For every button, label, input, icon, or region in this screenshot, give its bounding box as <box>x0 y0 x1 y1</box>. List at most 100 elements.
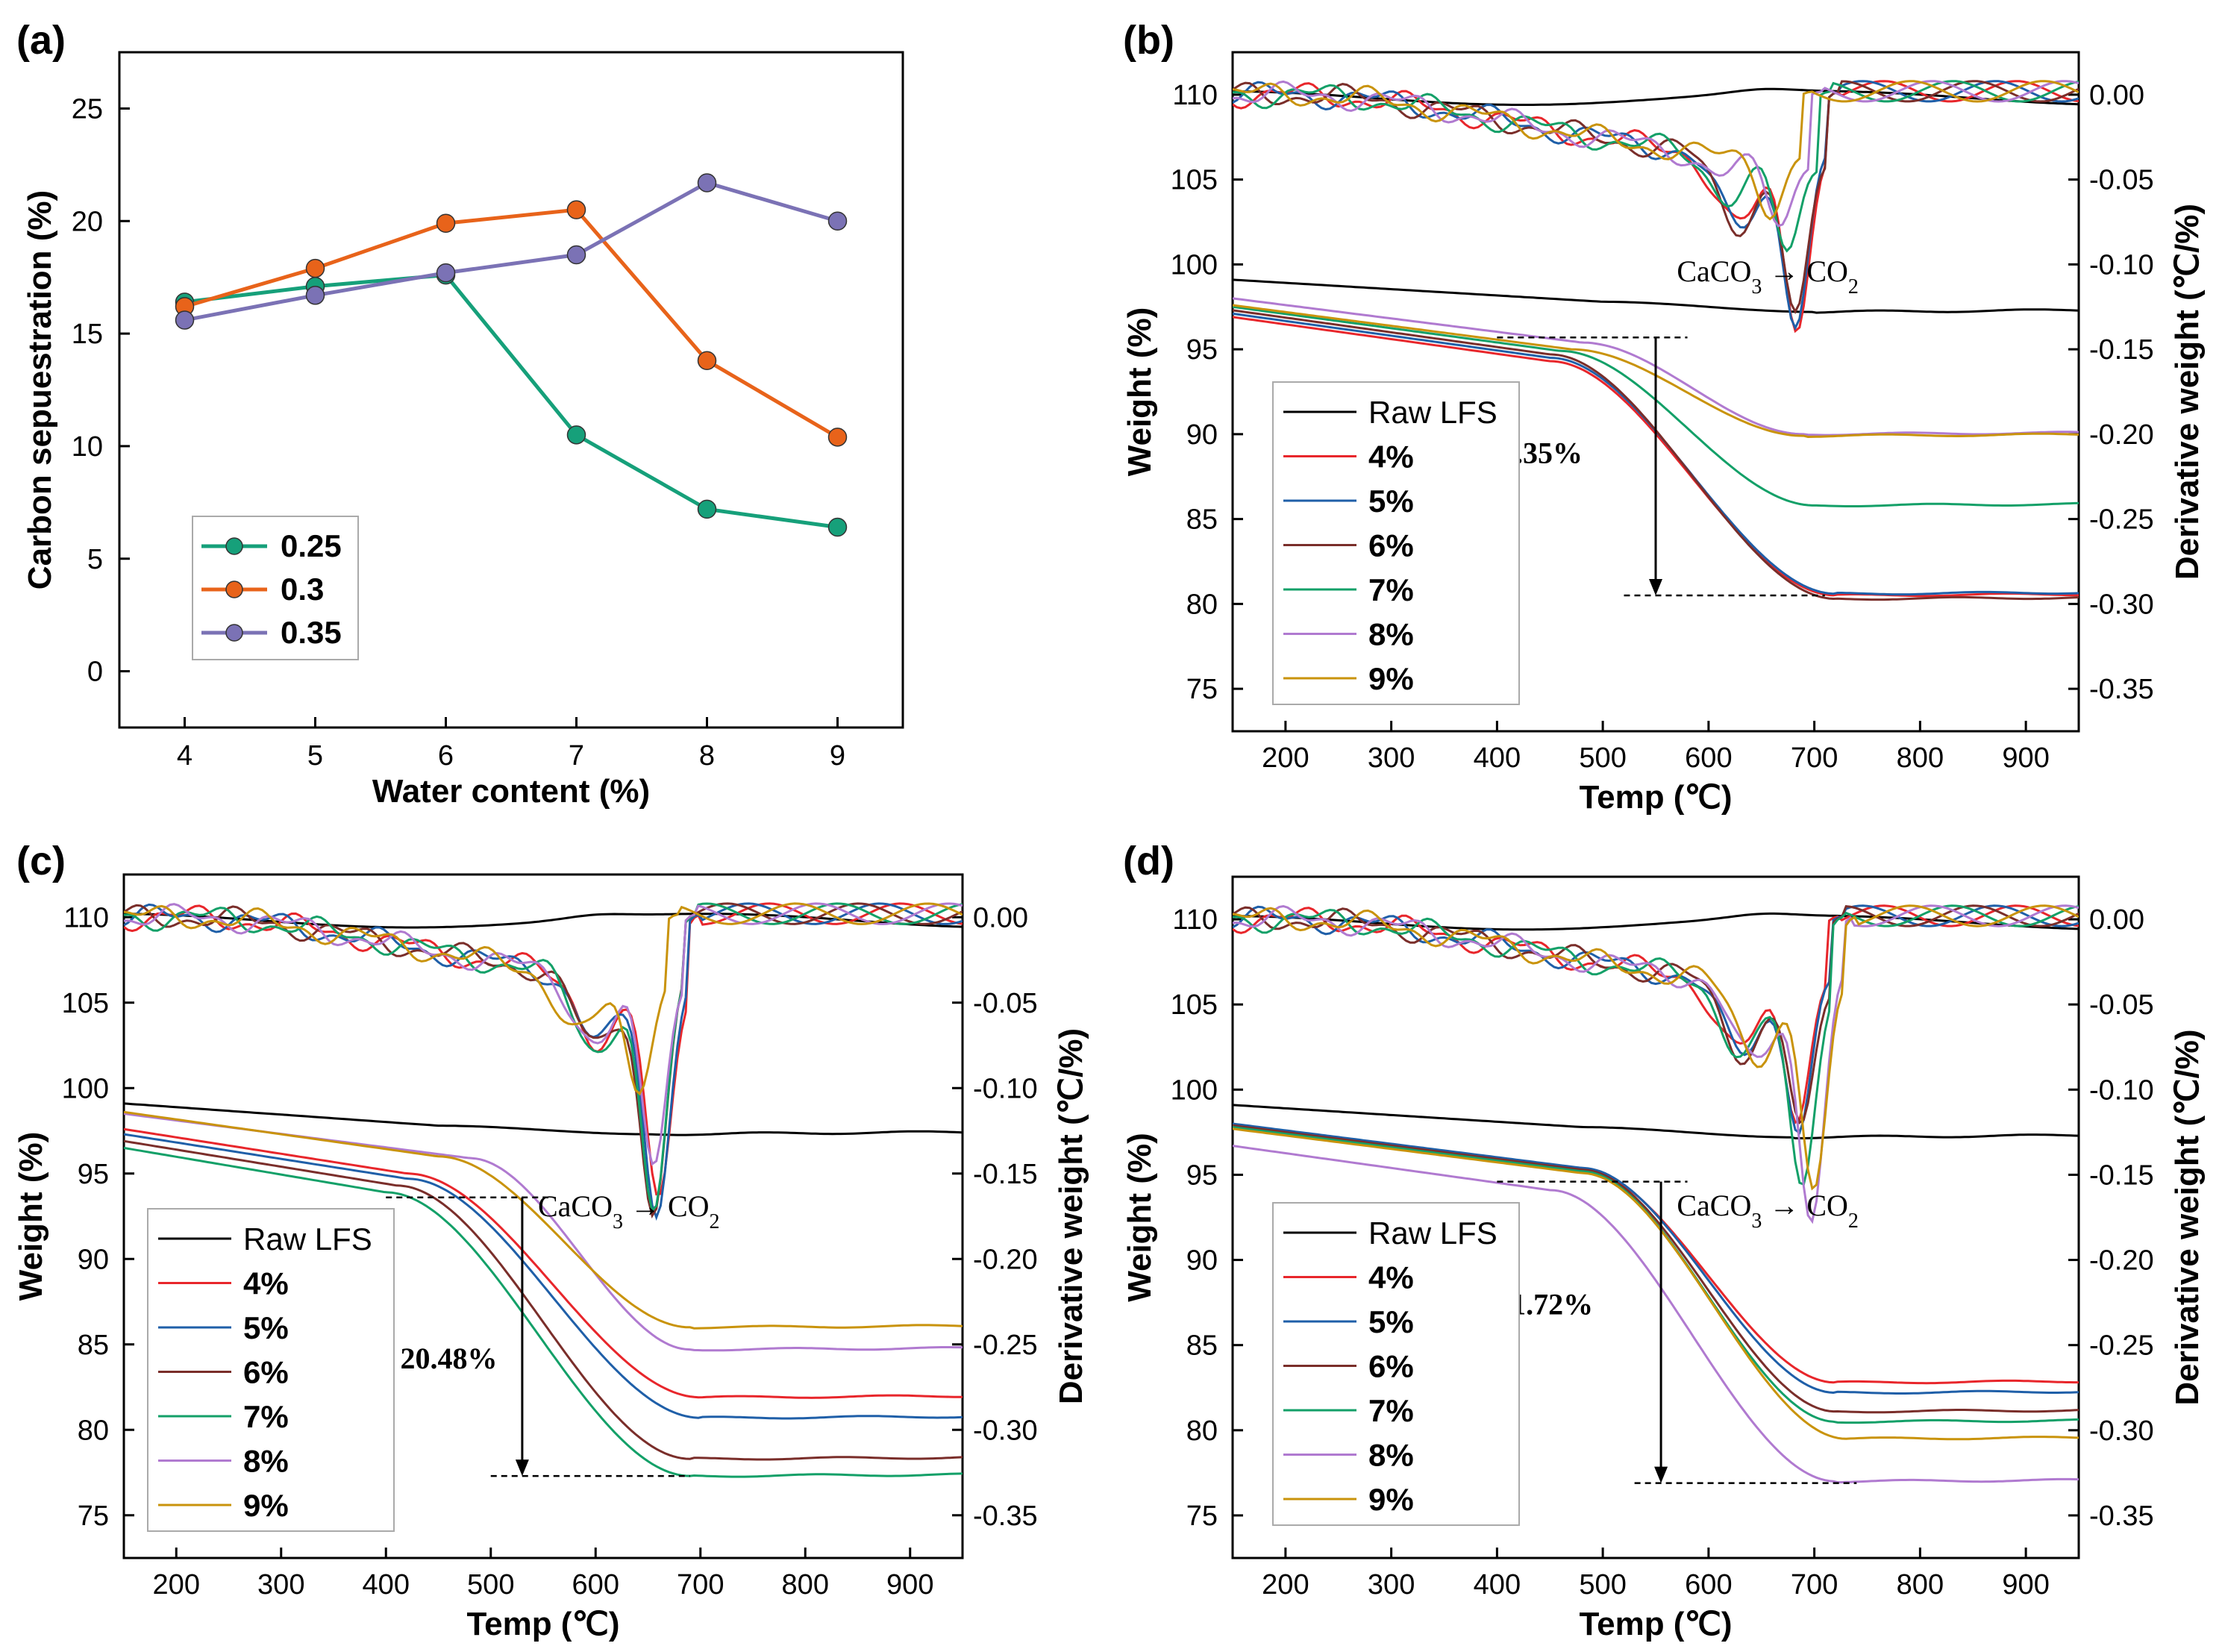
x-tick-label: 800 <box>782 1569 829 1601</box>
y-tick-label: 90 <box>1186 1245 1218 1277</box>
y-axis-title: Weight (%) <box>1121 1133 1158 1302</box>
weight-curve-4% <box>124 1127 963 1399</box>
series-line-0.35 <box>184 181 839 322</box>
panel-label-a: (a) <box>16 18 66 63</box>
legend-label-4%: 4% <box>1368 1260 1414 1295</box>
x-tick-label: 400 <box>363 1569 410 1601</box>
y2-tick-label: 0.00 <box>2089 80 2144 111</box>
data-point-0.35 <box>697 173 717 193</box>
data-point-0.35 <box>566 245 586 265</box>
y2-tick-label: -0.35 <box>2089 1501 2154 1532</box>
x-tick-label: 400 <box>1474 1569 1521 1601</box>
y-tick-label: 80 <box>78 1415 109 1446</box>
y2-axis-title: Derivative weight (℃/%) <box>2169 204 2206 580</box>
legend-label-Raw LFS: Raw LFS <box>1368 1215 1497 1251</box>
data-point-0.25 <box>827 517 848 537</box>
y-axis-title: Weight (%) <box>13 1132 49 1301</box>
legend-label-8%: 8% <box>1368 617 1414 652</box>
dtg-curve-5% <box>124 902 963 1221</box>
y-tick-label: 105 <box>1171 165 1218 196</box>
x-tick-label: 200 <box>1262 742 1309 774</box>
data-point-0.25 <box>697 499 717 519</box>
x-tick-label: 500 <box>1579 742 1626 774</box>
reaction-label: CaCO3 → CO2 <box>1677 254 1859 298</box>
legend-label-0.25: 0.25 <box>281 528 342 563</box>
arrow-head <box>1654 1466 1668 1483</box>
weight-curve-9% <box>124 1110 963 1330</box>
x-tick-label: 500 <box>1579 1569 1626 1601</box>
y2-tick-label: -0.20 <box>973 1244 1038 1275</box>
reaction-label: CaCO3 → CO2 <box>1677 1189 1859 1233</box>
x-tick-label: 800 <box>1897 742 1944 774</box>
y2-tick-label: -0.25 <box>973 1330 1038 1361</box>
series-line-0.25 <box>184 273 838 529</box>
y-tick-label: 105 <box>1171 989 1218 1021</box>
legend-box <box>1272 381 1520 705</box>
weight-curve-5% <box>1233 1122 2079 1395</box>
weight-curve-5% <box>124 1133 963 1420</box>
legend-label-0.35: 0.35 <box>281 615 342 650</box>
dtg-curve-7% <box>1233 904 2079 1186</box>
data-point-0.35 <box>305 286 325 305</box>
y-tick-label: 75 <box>1186 674 1218 705</box>
y2-tick-label: -0.30 <box>2089 1415 2154 1447</box>
plot-frame <box>1231 51 2080 733</box>
dtg-curve-7% <box>1233 80 2079 253</box>
x-tick-label-a: 6 <box>438 740 454 772</box>
y2-tick-label: -0.15 <box>2089 1160 2154 1191</box>
y-tick-label: 95 <box>1186 334 1218 366</box>
plot-frame <box>122 873 964 1559</box>
y-tick-label: 95 <box>1186 1160 1218 1191</box>
dtg-curve-5% <box>1233 904 2079 1135</box>
y-tick-label: 75 <box>1186 1501 1218 1532</box>
legend-label-7%: 7% <box>243 1399 289 1434</box>
data-point-0.3 <box>436 213 456 234</box>
x-tick-label: 700 <box>1791 742 1838 774</box>
y-tick-label: 85 <box>78 1330 109 1361</box>
x-tick-label: 400 <box>1474 742 1521 774</box>
data-point-0.35 <box>175 310 195 330</box>
legend-box <box>1272 1202 1520 1526</box>
y-tick-label-a: 25 <box>72 93 103 125</box>
y2-tick-label: -0.35 <box>973 1501 1038 1532</box>
arrow-head <box>515 1459 529 1477</box>
y-tick-label-a: 0 <box>87 657 103 688</box>
legend-label-5%: 5% <box>243 1310 289 1345</box>
x-tick-label: 900 <box>2002 1569 2049 1601</box>
x-tick-label-a: 4 <box>177 740 193 772</box>
y2-tick-label: -0.10 <box>973 1073 1038 1104</box>
legend-label-8%: 8% <box>1368 1438 1414 1473</box>
dtg-curve-8% <box>1233 904 2079 1224</box>
reaction-label: CaCO3 → CO2 <box>538 1189 720 1233</box>
data-point-0.3 <box>827 428 848 447</box>
legend-label-9%: 9% <box>243 1488 289 1523</box>
x-tick-label: 600 <box>1685 742 1732 774</box>
y-tick-label: 100 <box>1171 1074 1218 1106</box>
x-tick-label: 700 <box>1791 1569 1838 1601</box>
panel-b: (b) 75 80 85 90 95 100 105 110 0.00 -0.05 -0.10 -0.1… <box>1121 18 2206 816</box>
x-tick-label-a: 8 <box>699 740 715 772</box>
y-axis-title-a: Carbon sepuestration (%) <box>22 190 58 589</box>
y2-tick-label: -0.25 <box>2089 1330 2154 1362</box>
dtg-curve-9% <box>124 902 963 1096</box>
y2-tick-label: -0.10 <box>2089 1074 2154 1106</box>
y-tick-label: 100 <box>1171 249 1218 281</box>
dtg-curve-4% <box>124 902 963 1196</box>
panel-c: (c) 75 80 85 90 95 100 105 110 0.00 -0.05 -0.10 -0.1… <box>13 839 1089 1642</box>
y-tick-label: 110 <box>1172 80 1218 111</box>
x-tick-label: 500 <box>467 1569 514 1601</box>
data-point-0.25 <box>566 425 586 445</box>
y2-tick-label: -0.05 <box>2089 989 2154 1021</box>
y2-tick-label: -0.30 <box>2089 589 2154 620</box>
x-tick-label: 200 <box>1262 1569 1309 1601</box>
x-tick-label: 600 <box>1685 1569 1732 1601</box>
legend-marker-0.3 <box>225 581 243 598</box>
data-point-0.3 <box>305 258 325 278</box>
panel-label: (d) <box>1123 839 1174 883</box>
arrow-head <box>1649 579 1662 595</box>
data-point-0.35 <box>827 211 848 231</box>
dtg-curve-6% <box>1233 80 2079 315</box>
data-point-0.3 <box>566 200 586 219</box>
y2-tick-label: -0.05 <box>2089 165 2154 196</box>
